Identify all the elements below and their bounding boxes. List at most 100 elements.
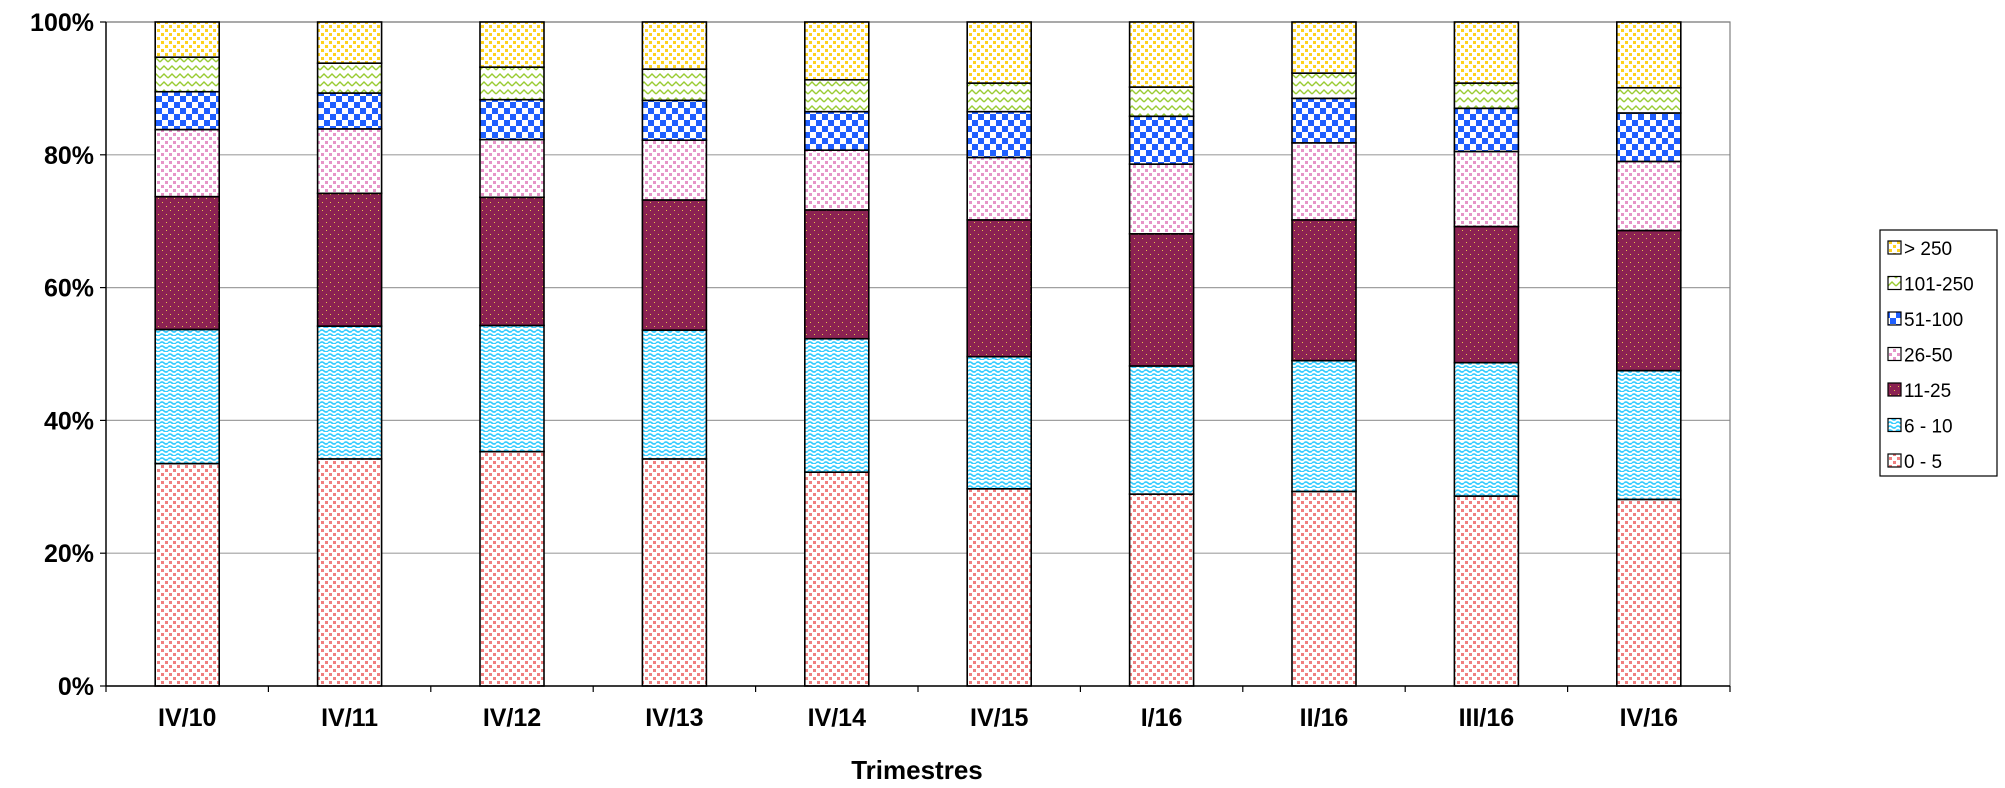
bar-segment	[316, 192, 383, 327]
bar-segment	[1616, 21, 1682, 89]
bar-segment	[479, 21, 545, 68]
bar-segment	[803, 110, 870, 151]
x-tick-label: IV/13	[645, 704, 703, 732]
bar-segment	[803, 21, 870, 81]
legend-swatch	[1887, 240, 1902, 255]
legend-label: 6 - 10	[1904, 417, 1953, 438]
bar-segment	[316, 128, 383, 195]
bars	[154, 21, 1682, 687]
bar-segment	[1453, 107, 1520, 153]
bar-segment	[1616, 498, 1682, 687]
bar-segment	[316, 325, 383, 460]
bar-segment	[316, 62, 383, 94]
bar-segment	[1128, 115, 1195, 165]
bar-segment	[1453, 361, 1520, 497]
bar-segment	[966, 156, 1033, 221]
bar-segment	[966, 219, 1033, 358]
bar-segment	[1128, 365, 1195, 495]
bar-segment	[641, 329, 708, 460]
bar-stack	[1128, 21, 1195, 687]
bar-segment	[966, 82, 1033, 113]
bar-segment	[1616, 369, 1682, 501]
bar-segment	[1453, 495, 1520, 687]
bar-segment	[316, 21, 383, 64]
bar-stack	[1291, 21, 1357, 687]
bar-segment	[1616, 160, 1682, 232]
bar-segment	[1616, 86, 1682, 114]
x-tick-label: IV/12	[483, 704, 541, 732]
bar-segment	[1291, 21, 1357, 74]
y-tick-label: 40%	[44, 407, 94, 435]
bar-segment	[1453, 150, 1520, 228]
bar-segment	[154, 21, 220, 58]
bar-segment	[803, 149, 870, 211]
legend-swatch	[1887, 311, 1902, 326]
bar-segment	[1291, 97, 1357, 144]
legend-label: 26-50	[1904, 346, 1953, 367]
x-tick-label: III/16	[1459, 704, 1515, 732]
bar-segment	[1128, 233, 1195, 367]
bar-segment	[479, 138, 545, 199]
bar-segment	[1128, 163, 1195, 235]
bar-segment	[154, 56, 220, 93]
legend-label: 0 - 5	[1904, 452, 1942, 473]
legend-label: 11-25	[1904, 381, 1951, 402]
x-tick-label: IV/14	[808, 704, 866, 732]
bar-segment	[479, 66, 545, 101]
bar-segment	[966, 487, 1033, 687]
bar-segment	[479, 324, 545, 453]
bar-segment	[479, 450, 545, 687]
legend-swatch	[1887, 417, 1902, 433]
y-tick-label: 100%	[30, 9, 94, 37]
bar-segment	[154, 90, 220, 131]
legend-label: > 250	[1904, 239, 1952, 260]
bar-segment	[641, 68, 708, 102]
bar-stack	[1453, 21, 1520, 687]
legend-swatch	[1887, 382, 1902, 397]
bar-stack	[479, 21, 545, 687]
x-tick-label: IV/16	[1620, 704, 1678, 732]
bar-segment	[1291, 142, 1357, 221]
x-tick-label: IV/10	[158, 704, 216, 732]
bar-segment	[1128, 86, 1195, 118]
bar-stack	[154, 21, 220, 687]
x-tick-label: IV/15	[970, 704, 1028, 732]
legend-swatch	[1887, 275, 1902, 291]
y-tick-label: 80%	[44, 142, 94, 170]
y-tick-label: 60%	[44, 275, 94, 303]
x-tick-label: IV/11	[321, 704, 378, 732]
x-tick-label: I/16	[1141, 704, 1183, 732]
bar-segment	[479, 196, 545, 327]
bar-stack	[641, 21, 708, 687]
bar-segment	[1616, 112, 1682, 163]
x-axis-label: Trimestres	[851, 755, 983, 783]
bar-segment	[479, 98, 545, 141]
bar-segment	[641, 99, 708, 141]
y-tick-label: 20%	[44, 540, 94, 568]
legend: > 250 101-250 51-100 26-50 11-25 6 - 10 0 - 5	[1879, 229, 1998, 477]
bar-segment	[154, 128, 220, 198]
x-tick-label: II/16	[1300, 704, 1349, 732]
bar-segment	[1616, 229, 1682, 372]
bar-stack	[803, 21, 870, 687]
bar-segment	[966, 110, 1033, 159]
bar-segment	[154, 462, 220, 687]
legend-swatch	[1887, 453, 1902, 468]
bar-segment	[1291, 72, 1357, 100]
bar-segment	[641, 458, 708, 687]
bar-segment	[641, 199, 708, 331]
bar-segment	[803, 78, 870, 113]
bar-stack	[1616, 21, 1682, 687]
bar-segment	[803, 337, 870, 473]
bar-segment	[1453, 225, 1520, 364]
bar-segment	[316, 92, 383, 130]
bar-segment	[803, 471, 870, 687]
bar-segment	[316, 458, 383, 687]
bar-segment	[803, 209, 870, 340]
y-tick-label: 0%	[58, 673, 94, 701]
bar-segment	[1128, 21, 1195, 88]
bar-segment	[154, 195, 220, 331]
legend-swatch	[1887, 346, 1902, 362]
